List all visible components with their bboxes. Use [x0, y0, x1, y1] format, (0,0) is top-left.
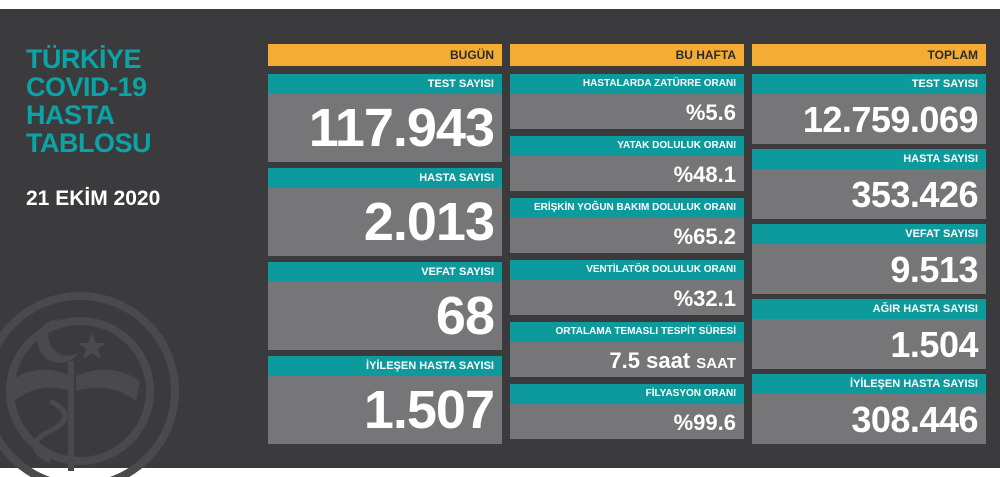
stat-label: AĞIR HASTA SAYISI	[752, 299, 986, 319]
stat-value: %32.1	[510, 280, 744, 315]
stat-label: FİLYASYON ORANI	[510, 384, 744, 404]
stat-value: 12.759.069	[752, 94, 986, 144]
stat-label: HASTALARDA ZATÜRRE ORANI	[510, 74, 744, 94]
stat-value: 308.446	[752, 394, 986, 444]
stat-value: 1.504	[752, 319, 986, 369]
title-line: TABLOSU	[26, 128, 152, 158]
board-title: TÜRKİYE COVID-19 HASTA TABLOSU	[26, 45, 246, 157]
stat-label: VENTİLATÖR DOLULUK ORANI	[510, 260, 744, 280]
total-header: TOPLAM	[752, 44, 986, 66]
stat-label: TEST SAYISI	[268, 74, 502, 94]
week-header: BU HAFTA	[510, 44, 744, 66]
stat-label: İYİLEŞEN HASTA SAYISI	[268, 356, 502, 376]
ministry-emblem-icon	[0, 292, 179, 477]
stat-value-unit: SAAT	[696, 355, 736, 372]
stat-value: 2.013	[268, 188, 502, 256]
stat-label: İYİLEŞEN HASTA SAYISI	[752, 374, 986, 394]
today-header: BUGÜN	[268, 44, 502, 66]
stat-label: HASTA SAYISI	[752, 149, 986, 169]
stat-value: 68	[268, 282, 502, 350]
stat-value: 9.513	[752, 244, 986, 294]
stat-label: YATAK DOLULUK ORANI	[510, 136, 744, 156]
title-line: COVID-19	[26, 72, 147, 102]
stat-value: %99.6	[510, 404, 744, 439]
stat-label: ORTALAMA TEMASLI TESPİT SÜRESİ	[510, 322, 744, 342]
stat-value-number: 7.5 saat	[609, 348, 691, 373]
stat-label: TEST SAYISI	[752, 74, 986, 94]
stat-value: 7.5 saat SAAT	[510, 342, 744, 377]
stat-value: %48.1	[510, 156, 744, 191]
stat-value: %5.6	[510, 94, 744, 129]
stat-label: ERİŞKİN YOĞUN BAKIM DOLULUK ORANI	[510, 198, 744, 218]
stat-label: HASTA SAYISI	[268, 168, 502, 188]
stat-label: VEFAT SAYISI	[752, 224, 986, 244]
stat-value: %65.2	[510, 218, 744, 253]
title-line: TÜRKİYE	[26, 44, 142, 74]
stat-value: 353.426	[752, 169, 986, 219]
stat-value: 117.943	[268, 94, 502, 162]
covid-table-board: TÜRKİYE COVID-19 HASTA TABLOSU 21 EKİM 2…	[0, 9, 1000, 477]
stat-label: VEFAT SAYISI	[268, 262, 502, 282]
title-line: HASTA	[26, 100, 115, 130]
report-date: 21 EKİM 2020	[26, 187, 161, 210]
stat-value: 1.507	[268, 376, 502, 444]
